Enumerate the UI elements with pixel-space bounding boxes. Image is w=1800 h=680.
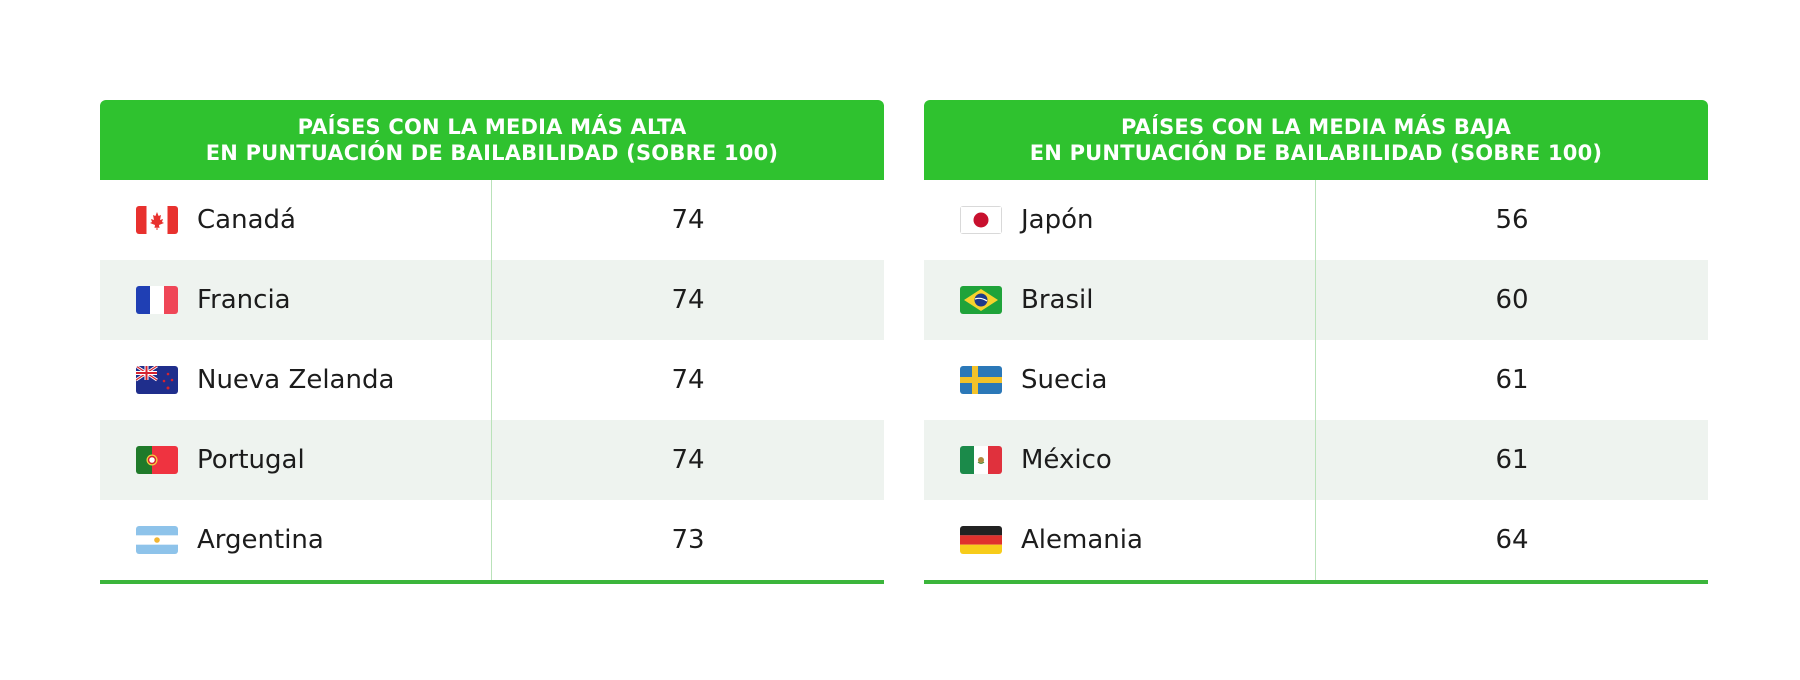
canada-flag-icon	[136, 206, 178, 234]
country-cell: Nueva Zelanda	[100, 340, 492, 420]
table-title-line-2: EN PUNTUACIÓN DE BAILABILIDAD (SOBRE 100…	[1029, 141, 1603, 165]
score-cell: 60	[1495, 285, 1529, 315]
score-cell: 74	[671, 365, 705, 395]
germany-flag-icon	[960, 526, 1002, 554]
table-row: Nueva Zelanda 74	[100, 340, 884, 420]
table-header: PAÍSES CON LA MEDIA MÁS BAJA EN PUNTUACI…	[924, 100, 1708, 180]
table-row: Brasil 60	[924, 260, 1708, 340]
france-flag-icon	[136, 286, 178, 314]
table-header: PAÍSES CON LA MEDIA MÁS ALTA EN PUNTUACI…	[100, 100, 884, 180]
score-cell: 61	[1495, 445, 1529, 475]
score-cell: 61	[1495, 365, 1529, 395]
country-cell: Canadá	[100, 180, 492, 260]
table-title-line-1: PAÍSES CON LA MEDIA MÁS ALTA	[297, 115, 687, 139]
new-zealand-flag-icon	[136, 366, 178, 394]
country-cell: México	[924, 420, 1316, 500]
country-name: Japón	[1021, 205, 1094, 235]
table-row: Japón 56	[924, 180, 1708, 260]
table-row: México 61	[924, 420, 1708, 500]
score-cell: 74	[671, 205, 705, 235]
country-name: Alemania	[1021, 525, 1143, 555]
country-name: Portugal	[197, 445, 305, 475]
country-name: Nueva Zelanda	[197, 365, 395, 395]
country-cell: Alemania	[924, 500, 1316, 580]
country-cell: Portugal	[100, 420, 492, 500]
lowest-danceability-table: PAÍSES CON LA MEDIA MÁS BAJA EN PUNTUACI…	[924, 100, 1708, 584]
table-row: Canadá 74	[100, 180, 884, 260]
score-cell: 74	[671, 285, 705, 315]
country-cell: Suecia	[924, 340, 1316, 420]
table-row: Suecia 61	[924, 340, 1708, 420]
country-name: Canadá	[197, 205, 296, 235]
mexico-flag-icon	[960, 446, 1002, 474]
sweden-flag-icon	[960, 366, 1002, 394]
table-title-line-1: PAÍSES CON LA MEDIA MÁS BAJA	[1120, 115, 1512, 139]
score-cell: 74	[671, 445, 705, 475]
country-name: Francia	[197, 285, 291, 315]
brazil-flag-icon	[960, 286, 1002, 314]
score-cell: 64	[1495, 525, 1529, 555]
table-row: Alemania 64	[924, 500, 1708, 580]
country-name: Argentina	[197, 525, 324, 555]
country-name: Suecia	[1021, 365, 1108, 395]
table-row: Argentina 73	[100, 500, 884, 580]
country-name: México	[1021, 445, 1112, 475]
score-cell: 73	[671, 525, 705, 555]
table-title-line-2: EN PUNTUACIÓN DE BAILABILIDAD (SOBRE 100…	[205, 141, 779, 165]
country-cell: Brasil	[924, 260, 1316, 340]
country-cell: Argentina	[100, 500, 492, 580]
score-cell: 56	[1495, 205, 1529, 235]
country-cell: Japón	[924, 180, 1316, 260]
argentina-flag-icon	[136, 526, 178, 554]
japan-flag-icon	[960, 206, 1002, 234]
country-name: Brasil	[1021, 285, 1094, 315]
portugal-flag-icon	[136, 446, 178, 474]
table-row: Francia 74	[100, 260, 884, 340]
country-cell: Francia	[100, 260, 492, 340]
table-row: Portugal 74	[100, 420, 884, 500]
highest-danceability-table: PAÍSES CON LA MEDIA MÁS ALTA EN PUNTUACI…	[100, 100, 884, 584]
